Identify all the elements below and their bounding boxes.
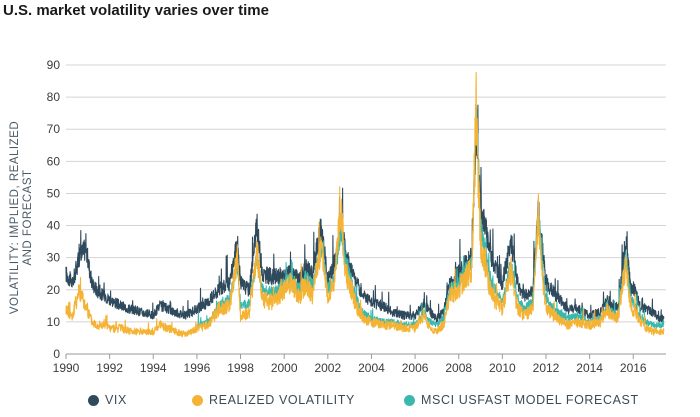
y-tick-label: 0 [53, 347, 60, 361]
legend-swatch-forecast [404, 394, 415, 406]
axis-layer: 0 10 20 30 40 50 60 70 80 90 1990 1992 1994 1996 1998 2… [47, 58, 647, 375]
legend-item-realized: REALIZED VOLATILITY [192, 393, 355, 407]
legend-item-forecast: MSCI USFAST MODEL FORECAST [404, 393, 639, 407]
y-tick-label: 30 [47, 251, 61, 265]
grid-layer [66, 64, 666, 355]
y-tick-label: 10 [47, 315, 61, 329]
x-tick-label: 2014 [576, 361, 603, 375]
legend-item-vix: VIX [88, 393, 127, 407]
x-tick-label: 2006 [402, 361, 429, 375]
x-tick-label: 1996 [184, 361, 211, 375]
legend-label-realized: REALIZED VOLATILITY [209, 393, 355, 407]
x-tick-label: 2002 [314, 361, 341, 375]
series-realized-line [65, 71, 665, 338]
y-tick-label: 60 [47, 154, 61, 168]
series-layer [65, 71, 665, 338]
legend-label-forecast: MSCI USFAST MODEL FORECAST [421, 393, 639, 407]
legend-swatch-vix [88, 394, 99, 406]
y-axis-label: VOLATILITY: IMPLIED, REALIZEDAND FORECAS… [9, 121, 34, 314]
x-tick-label: 1990 [53, 361, 80, 375]
y-tick-label: 40 [47, 219, 61, 233]
legend-label-vix: VIX [105, 393, 127, 407]
x-tick-label: 2010 [489, 361, 516, 375]
y-tick-label: 50 [47, 186, 61, 200]
y-tick-label: 90 [47, 58, 61, 72]
x-tick-label: 2000 [271, 361, 298, 375]
x-tick-label: 1992 [96, 361, 123, 375]
x-tick-label: 2004 [358, 361, 385, 375]
x-tick-label: 1998 [227, 361, 254, 375]
y-tick-label: 20 [47, 283, 61, 297]
volatility-line-chart: 0 10 20 30 40 50 60 70 80 90 1990 1992 1994 1996 1998 2… [9, 58, 666, 375]
x-tick-label: 2008 [445, 361, 472, 375]
series-vix-line [65, 104, 665, 323]
legend: VIX REALIZED VOLATILITY MSCI USFAST MODE… [0, 393, 700, 413]
x-tick-label: 1994 [140, 361, 167, 375]
x-tick-label: 2016 [620, 361, 647, 375]
legend-swatch-realized [192, 394, 203, 406]
chart-title: U.S. market volatility varies over time [3, 2, 269, 19]
x-tick-label: 2012 [533, 361, 560, 375]
y-tick-label: 70 [47, 122, 61, 136]
y-tick-label: 80 [47, 90, 61, 104]
